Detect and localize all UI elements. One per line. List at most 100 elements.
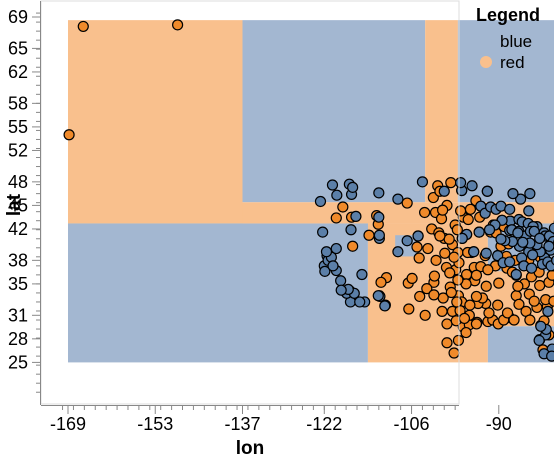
y-tick-label-3: 58: [8, 93, 28, 113]
blue-point-135: [392, 246, 404, 258]
blue-point-138: [379, 300, 391, 312]
red-point-154: [451, 296, 463, 308]
red-point-106: [436, 305, 448, 317]
blue-point-146: [345, 224, 357, 236]
red-point-156: [470, 290, 483, 303]
y-axis-title: lat: [4, 193, 25, 216]
red-point-155: [464, 299, 476, 311]
blue-point-133: [373, 229, 385, 241]
red-point-72: [528, 295, 540, 307]
y-tick-label-10: 35: [8, 274, 28, 294]
blue-point-13: [335, 275, 347, 287]
red-point-162: [443, 233, 455, 245]
blue-point-20: [335, 284, 347, 296]
red-point-105: [428, 289, 440, 301]
blue-point-36: [504, 203, 516, 215]
red-point-109: [458, 312, 471, 325]
red-point-160: [448, 251, 460, 263]
red-point-47: [492, 299, 504, 311]
blue-point-113: [525, 262, 538, 274]
red-point-61: [480, 280, 492, 292]
blue-series-points: [314, 176, 554, 362]
blue-point-111: [510, 268, 522, 281]
blue-point-134: [373, 211, 385, 223]
blue-point-45: [514, 193, 527, 205]
x-axis-title: lon: [236, 438, 265, 459]
red-point-11: [375, 276, 387, 288]
y-tick-label-11: 31: [8, 305, 28, 325]
red-point-89: [455, 205, 467, 217]
y-tick-label-0: 69: [8, 7, 28, 27]
red-point-157: [445, 286, 457, 299]
y-tick-label-1: 65: [8, 38, 28, 58]
red-point-145: [508, 314, 520, 326]
x-axis: -169-153-137-122-106-90-74: [41, 405, 512, 434]
red-point-161: [451, 224, 463, 236]
red-point-60: [493, 277, 505, 289]
blue-point-23: [373, 187, 385, 199]
blue-point-30: [481, 185, 493, 197]
red-point-111: [452, 274, 464, 286]
red-point-159: [439, 247, 451, 259]
legend-title: Legend: [476, 5, 540, 25]
red-point-138: [482, 264, 494, 276]
blue-point-25: [416, 176, 429, 188]
decision-region-blue-2: [242, 20, 426, 203]
x-tick-label-3: -122: [306, 414, 342, 434]
y-tick-label-4: 55: [8, 117, 28, 137]
y-axis: 69 65 62 58 55 52 48 45 42 38 35 31 28 25: [8, 1, 41, 405]
red-point-104: [419, 309, 431, 321]
blue-point-140: [372, 290, 384, 302]
blue-point-145: [350, 210, 362, 222]
red-point-2: [63, 129, 75, 141]
blue-point-110: [504, 256, 516, 268]
decision-regions: [68, 20, 554, 363]
blue-point-126: [534, 232, 546, 244]
red-point-26: [430, 254, 442, 266]
blue-point-1: [326, 179, 339, 191]
red-point-152: [460, 326, 472, 339]
y-tick-label-13: 25: [8, 352, 28, 372]
x-tick-label-2: -137: [224, 414, 260, 434]
blue-point-106: [468, 246, 480, 258]
red-point-158: [428, 270, 441, 282]
blue-point-151: [546, 350, 554, 362]
red-point-147: [524, 314, 536, 326]
blue-point-21: [327, 260, 339, 272]
blue-point-0: [314, 195, 327, 208]
x-tick-label-1: -153: [137, 414, 173, 434]
blue-point-124: [548, 222, 554, 234]
red-point-112: [444, 267, 456, 279]
legend-swatch-red: [480, 56, 492, 68]
red-point-1: [172, 19, 184, 31]
blue-point-5: [347, 181, 359, 193]
blue-point-143: [356, 268, 368, 281]
blue-point-117: [550, 255, 554, 266]
y-tick-label-9: 38: [8, 250, 28, 270]
blue-point-29: [466, 180, 478, 192]
y-tick-label-5: 52: [8, 140, 28, 160]
blue-point-136: [401, 235, 413, 247]
blue-point-129: [517, 236, 529, 248]
blue-point-46: [507, 188, 519, 200]
legend-label-red: red: [500, 53, 525, 72]
decision-region-blue-11: [346, 223, 368, 234]
blue-point-2: [331, 189, 343, 201]
red-point-146: [513, 298, 525, 310]
y-tick-label-8: 42: [8, 219, 28, 239]
red-point-126: [437, 204, 449, 216]
red-point-75: [548, 295, 554, 307]
blue-point-102: [483, 224, 496, 236]
y-tick-label-2: 62: [8, 62, 28, 82]
blue-point-100: [495, 233, 507, 245]
red-point-35: [441, 318, 453, 330]
red-point-144: [501, 307, 514, 319]
blue-point-26: [438, 185, 450, 197]
blue-point-130: [526, 249, 539, 261]
red-point-122: [464, 203, 477, 215]
red-point-141: [483, 307, 495, 319]
red-point-67: [512, 280, 524, 292]
red-point-125: [419, 206, 431, 219]
blue-point-128: [512, 227, 524, 239]
blue-point-153: [535, 320, 547, 332]
